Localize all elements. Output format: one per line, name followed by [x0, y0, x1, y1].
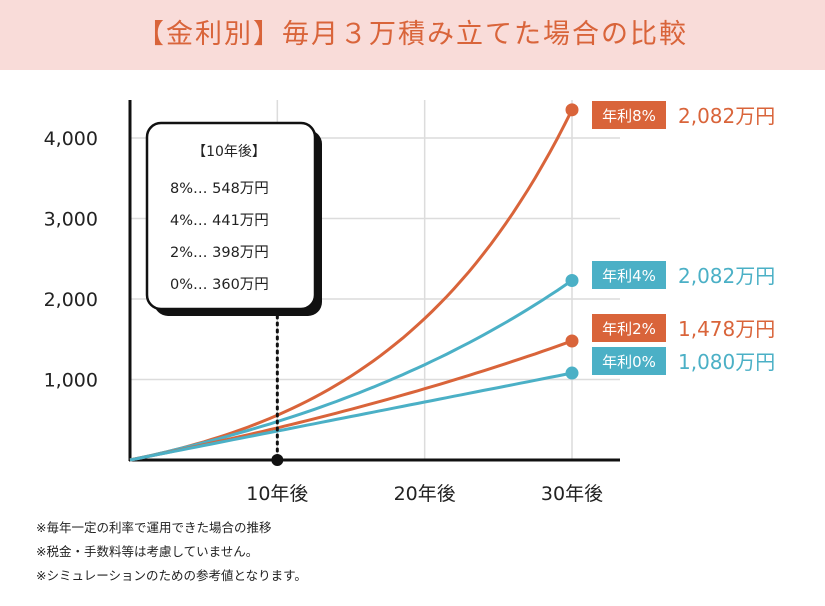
page-title: 【金利別】毎月３万積み立てた場合の比較 [137, 19, 688, 50]
series-end-label: 2,082万円 [678, 264, 775, 288]
annotation-line: 4%… 441万円 [170, 213, 269, 229]
series-end-label: 1,080万円 [678, 350, 775, 374]
footnote-item: ※税金・手数料等は考慮していません。 [36, 544, 259, 559]
annotation-box [145, 121, 317, 311]
x-tick-label: 10年後 [246, 483, 308, 505]
footnotes: ※毎年一定の利率で運用できた場合の推移 ※税金・手数料等は考慮していません。 ※… [36, 516, 307, 588]
y-tick-label: 3,000 [44, 209, 98, 231]
series-end-point [565, 334, 579, 348]
series-badge-label: 年利2% [602, 320, 656, 338]
series-end-point [565, 366, 579, 380]
annotation-line: 2%… 398万円 [170, 245, 269, 261]
line-chart: 1,000 2,000 3,000 4,000 10年後 20年後 30年後 年利8% 2,08… [44, 100, 775, 505]
series-end-point [565, 103, 579, 117]
series-end-label: 1,478万円 [678, 317, 775, 341]
series-end-point [565, 273, 579, 287]
y-tick-label: 2,000 [44, 289, 98, 311]
x-tick-label: 30年後 [541, 483, 603, 505]
series-badge-label: 年利8% [602, 107, 656, 125]
series-badge-label: 年利4% [602, 267, 656, 285]
series-badge [592, 261, 666, 289]
series-badge [592, 314, 666, 342]
annotation-title: 【10年後】 [192, 144, 266, 160]
y-tick-label: 1,000 [44, 370, 98, 392]
header-banner: 【金利別】毎月３万積み立てた場合の比較 [0, 0, 825, 70]
series-end-label: 2,082万円 [678, 104, 775, 128]
footnote-item: ※シミュレーションのための参考値となります。 [36, 568, 307, 583]
annotation-line: 0%… 360万円 [170, 277, 269, 293]
annotation-line: 8%… 548万円 [170, 181, 269, 197]
y-tick-label: 4,000 [44, 128, 98, 150]
series-line [129, 339, 573, 462]
series-badge [592, 101, 666, 129]
series-line [129, 371, 573, 462]
series-badge [592, 347, 666, 375]
series-badge-label: 年利0% [602, 353, 656, 371]
series-line [129, 279, 573, 462]
annotation-point [271, 454, 284, 466]
x-tick-label: 20年後 [394, 483, 456, 505]
footnote-item: ※毎年一定の利率で運用できた場合の推移 [36, 520, 272, 535]
